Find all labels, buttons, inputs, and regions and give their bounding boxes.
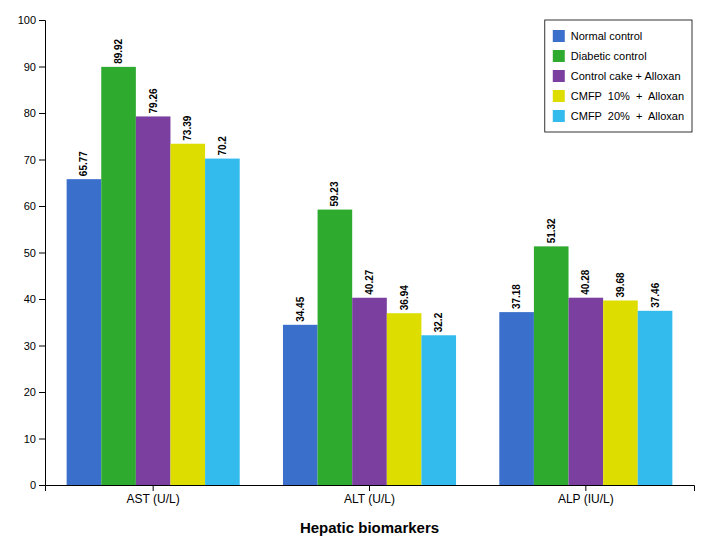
tick-label: AST (U/L) bbox=[127, 492, 180, 506]
tick-label: 10 bbox=[24, 433, 36, 445]
data-label: 32.2 bbox=[433, 312, 444, 332]
legend-swatch bbox=[553, 110, 565, 122]
data-label: 39.68 bbox=[615, 272, 626, 297]
bar bbox=[283, 325, 318, 485]
bar bbox=[205, 159, 240, 485]
tick-label: 50 bbox=[24, 247, 36, 259]
bar bbox=[170, 144, 205, 485]
bar bbox=[136, 116, 171, 485]
bar-series bbox=[205, 159, 672, 485]
tick-label: ALP (IU/L) bbox=[558, 492, 614, 506]
tick-mark bbox=[153, 485, 154, 491]
tick-mark bbox=[39, 346, 45, 347]
tick: 70 bbox=[24, 154, 45, 166]
data-label: 36.94 bbox=[399, 285, 410, 310]
data-label: 37.18 bbox=[511, 284, 522, 309]
legend: Normal control Diabetic control Control ca… bbox=[545, 20, 692, 132]
legend-swatch bbox=[553, 50, 565, 62]
data-label: 89.92 bbox=[113, 38, 124, 63]
x-axis: AST (U/L) ALT (U/L) ALP (IU/L) bbox=[46, 485, 695, 506]
bar bbox=[569, 298, 604, 485]
tick-label: 40 bbox=[24, 293, 36, 305]
tick-mark bbox=[39, 20, 45, 21]
y-axis: 0 10 20 30 40 50 60 70 80 90 100 bbox=[18, 14, 46, 491]
tick: 80 bbox=[24, 107, 45, 119]
tick: 20 bbox=[24, 386, 45, 398]
data-label: 40.28 bbox=[580, 269, 591, 294]
bar-series bbox=[170, 144, 637, 485]
tick-label: 100 bbox=[18, 14, 36, 26]
data-label: 70.2 bbox=[217, 136, 228, 156]
bar bbox=[638, 311, 673, 485]
tick-label: 30 bbox=[24, 340, 36, 352]
legend-swatch bbox=[553, 70, 565, 82]
axis-line bbox=[46, 486, 695, 492]
tick: ALP (IU/L) bbox=[558, 485, 614, 506]
tick: 30 bbox=[24, 340, 45, 352]
legend-label: Diabetic control bbox=[571, 50, 647, 62]
data-label: 79.26 bbox=[148, 88, 159, 113]
bar bbox=[534, 246, 569, 485]
tick-mark bbox=[39, 299, 45, 300]
tick: 60 bbox=[24, 200, 45, 212]
data-label: 59.23 bbox=[329, 181, 340, 206]
data-label: 65.77 bbox=[78, 151, 89, 176]
legend-label: CMFP 10% + Alloxan bbox=[571, 90, 684, 102]
legend-label: CMFP 20% + Alloxan bbox=[571, 110, 684, 122]
tick: 0 bbox=[30, 479, 45, 491]
bar bbox=[67, 179, 102, 485]
legend-label: Normal control bbox=[571, 30, 643, 42]
bar-series bbox=[101, 67, 568, 485]
tick-mark bbox=[39, 206, 45, 207]
bar bbox=[421, 335, 456, 485]
tick-label: 80 bbox=[24, 107, 36, 119]
tick-mark bbox=[39, 160, 45, 161]
bar bbox=[387, 313, 422, 485]
tick-label: 20 bbox=[24, 386, 36, 398]
tick-label: 0 bbox=[30, 479, 36, 491]
tick-mark bbox=[39, 67, 45, 68]
legend-label: Control cake + Alloxan bbox=[571, 70, 681, 82]
tick-mark bbox=[39, 113, 45, 114]
axis-line bbox=[39, 21, 46, 486]
bar bbox=[318, 210, 353, 485]
tick: 10 bbox=[24, 433, 45, 445]
tick: 50 bbox=[24, 247, 45, 259]
tick: ALT (U/L) bbox=[344, 485, 395, 506]
legend-swatch bbox=[553, 90, 565, 102]
data-label: 73.39 bbox=[182, 115, 193, 140]
tick-mark bbox=[39, 392, 45, 393]
tick-mark bbox=[39, 253, 45, 254]
x-axis-title: Hepatic biomarkers bbox=[300, 519, 439, 536]
tick-label: ALT (U/L) bbox=[344, 492, 395, 506]
data-label: 51.32 bbox=[546, 218, 557, 243]
data-label: 34.45 bbox=[295, 296, 306, 321]
tick: AST (U/L) bbox=[127, 485, 180, 506]
tick-label: 60 bbox=[24, 200, 36, 212]
plot: 65.77 34.45 37.18 89.92 59.23 51.32 79.26 40.27… bbox=[18, 14, 695, 506]
bar bbox=[499, 312, 534, 485]
legend-frame bbox=[545, 20, 692, 132]
chart: 65.77 34.45 37.18 89.92 59.23 51.32 79.26 40.27… bbox=[0, 0, 709, 547]
bar bbox=[101, 67, 136, 485]
tick-mark bbox=[39, 485, 45, 486]
tick: 90 bbox=[24, 61, 45, 73]
tick-label: 90 bbox=[24, 61, 36, 73]
bar bbox=[603, 300, 638, 485]
legend-swatch bbox=[553, 30, 565, 42]
tick: 100 bbox=[18, 14, 45, 26]
bar bbox=[352, 298, 387, 485]
data-label: 37.46 bbox=[650, 282, 661, 307]
bar-series bbox=[136, 116, 603, 485]
tick: 40 bbox=[24, 293, 45, 305]
tick-label: 70 bbox=[24, 154, 36, 166]
tick-mark bbox=[39, 439, 45, 440]
data-label: 40.27 bbox=[364, 269, 375, 294]
tick-mark bbox=[585, 485, 586, 491]
tick-mark bbox=[369, 485, 370, 491]
